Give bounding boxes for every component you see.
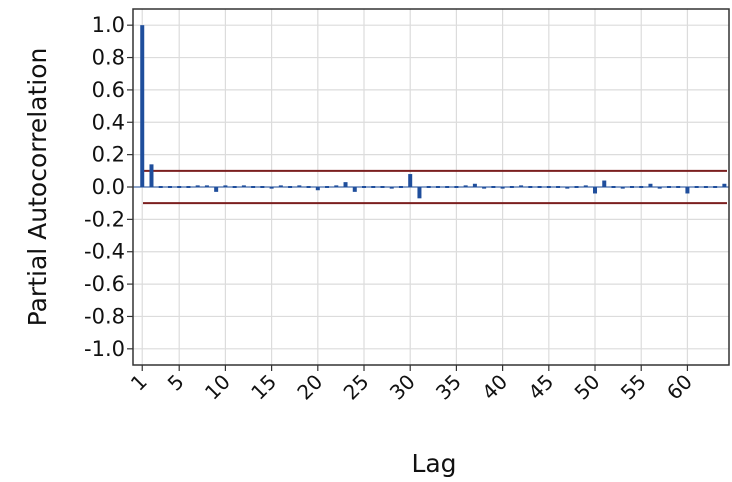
pacf-bar <box>546 186 551 188</box>
pacf-bar <box>408 174 413 187</box>
x-tick-label: 55 <box>616 370 651 405</box>
x-tick-label: 60 <box>662 370 697 405</box>
pacf-bar <box>260 186 265 188</box>
y-tick-label: -0.2 <box>84 207 125 231</box>
pacf-bar <box>454 186 459 188</box>
pacf-bar <box>306 186 311 188</box>
x-axis-title: Lag <box>411 449 456 478</box>
y-tick-label: 0.6 <box>92 78 125 102</box>
pacf-bar <box>482 187 487 189</box>
pacf-bar <box>574 186 579 188</box>
pacf-bar <box>676 186 681 188</box>
pacf-bar <box>167 186 172 188</box>
pacf-bar <box>463 185 468 187</box>
y-tick-label: -0.8 <box>84 304 125 328</box>
pacf-bar <box>417 187 422 199</box>
pacf-bar <box>694 186 699 188</box>
y-axis-ticks: 1.0 0.8 0.6 0.4 0.2 0.0 -0.2 -0.4 -0.6 -0.8 -1.0 <box>84 13 133 361</box>
confidence-bounds <box>143 169 727 205</box>
pacf-bar <box>519 185 524 187</box>
pacf-bar <box>583 185 588 187</box>
pacf-bar <box>556 186 561 188</box>
pacf-bar <box>593 187 598 194</box>
pacf-bar <box>629 186 634 188</box>
y-axis-title: Partial Autocorrelation <box>23 48 52 327</box>
y-tick-label: 0.8 <box>92 46 125 70</box>
pacf-bar <box>380 186 385 188</box>
y-tick-label: 0.4 <box>92 110 125 134</box>
pacf-bar <box>232 186 237 188</box>
pacf-bar <box>352 187 357 192</box>
pacf-bar <box>362 186 367 188</box>
pacf-bar <box>639 186 644 188</box>
pacf-bar <box>343 182 348 187</box>
pacf-bar <box>648 183 653 187</box>
pacf-bar <box>426 186 431 188</box>
pacf-bar <box>611 186 616 188</box>
pacf-bar <box>435 186 440 188</box>
pacf-bar <box>204 185 209 187</box>
pacf-bar <box>278 185 283 187</box>
x-tick-label: 10 <box>200 370 235 405</box>
pacf-bar <box>500 187 505 189</box>
x-tick-label: 40 <box>477 370 512 405</box>
pacf-bar <box>149 164 154 187</box>
y-tick-label: -1.0 <box>84 337 125 361</box>
pacf-bar <box>445 186 450 188</box>
y-tick-label: 0.0 <box>92 175 125 199</box>
pacf-bar <box>315 187 320 191</box>
x-axis-ticks: 1 5 10 15 20 25 30 35 40 45 50 55 60 <box>126 365 697 405</box>
pacf-bar <box>602 180 607 187</box>
pacf-bar <box>472 183 477 187</box>
pacf-bar <box>537 186 542 188</box>
pacf-bar <box>528 186 533 188</box>
pacf-bar <box>685 187 690 194</box>
pacf-bar <box>251 186 256 188</box>
pacf-bar <box>325 186 330 188</box>
pacf-bar <box>223 185 228 187</box>
y-tick-label: -0.4 <box>84 240 125 264</box>
pacf-bar <box>565 187 570 189</box>
y-tick-label: 1.0 <box>92 13 125 37</box>
y-tick-label: 0.2 <box>92 143 125 167</box>
x-tick-label: 45 <box>523 370 558 405</box>
pacf-bar <box>657 187 662 189</box>
x-tick-label: 15 <box>246 370 281 405</box>
pacf-bar <box>371 186 376 188</box>
pacf-bar <box>241 185 246 187</box>
x-tick-label: 25 <box>339 370 374 405</box>
pacf-bar <box>214 187 219 192</box>
pacf-bar <box>297 185 302 187</box>
pacf-bar <box>722 183 727 187</box>
pacf-bar <box>491 186 496 188</box>
pacf-bar <box>398 186 403 188</box>
x-tick-label: 30 <box>385 370 420 405</box>
x-tick-label: 35 <box>431 370 466 405</box>
pacf-bar <box>158 186 163 188</box>
pacf-bar <box>620 187 625 189</box>
x-tick-label: 5 <box>163 370 189 396</box>
pacf-bar <box>509 186 514 188</box>
pacf-bar <box>666 186 671 188</box>
pacf-bar <box>389 187 394 189</box>
pacf-bar <box>703 186 708 188</box>
y-tick-label: -0.6 <box>84 272 125 296</box>
pacf-bar <box>140 25 145 187</box>
pacf-bar <box>195 185 200 187</box>
pacf-bar <box>177 186 182 188</box>
x-tick-label: 50 <box>570 370 605 405</box>
pacf-bar <box>713 186 718 188</box>
pacf-bar <box>269 187 274 189</box>
pacf-bar <box>334 185 339 187</box>
x-tick-label: 20 <box>292 370 327 405</box>
bars <box>140 25 727 199</box>
pacf-bar <box>288 186 293 188</box>
x-tick-label: 1 <box>126 370 152 396</box>
pacf-bar <box>186 186 191 188</box>
